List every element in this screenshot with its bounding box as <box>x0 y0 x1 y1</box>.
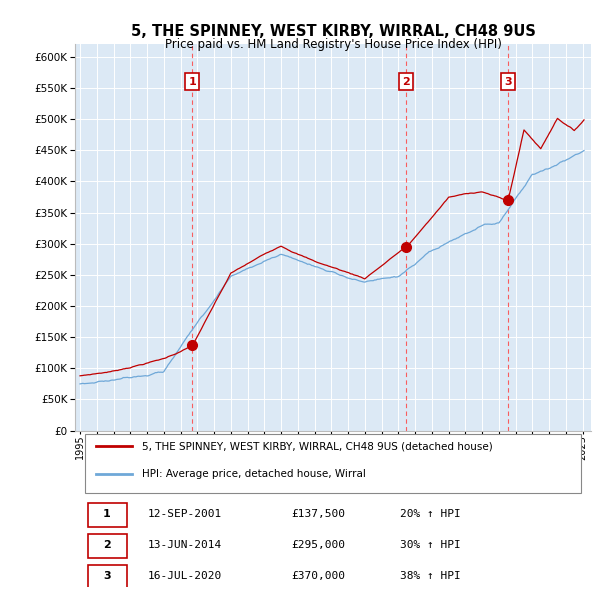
Text: 20% ↑ HPI: 20% ↑ HPI <box>400 509 461 519</box>
Text: 30% ↑ HPI: 30% ↑ HPI <box>400 540 461 550</box>
Text: 1: 1 <box>188 77 196 87</box>
FancyBboxPatch shape <box>88 565 127 589</box>
Text: 38% ↑ HPI: 38% ↑ HPI <box>400 571 461 581</box>
Text: HPI: Average price, detached house, Wirral: HPI: Average price, detached house, Wirr… <box>142 470 366 480</box>
FancyBboxPatch shape <box>88 534 127 558</box>
Text: 1: 1 <box>103 509 111 519</box>
Text: 16-JUL-2020: 16-JUL-2020 <box>147 571 221 581</box>
Text: 3: 3 <box>103 571 111 581</box>
Text: £295,000: £295,000 <box>292 540 346 550</box>
Text: 5, THE SPINNEY, WEST KIRBY, WIRRAL, CH48 9US (detached house): 5, THE SPINNEY, WEST KIRBY, WIRRAL, CH48… <box>142 441 493 451</box>
Text: £370,000: £370,000 <box>292 571 346 581</box>
Text: 13-JUN-2014: 13-JUN-2014 <box>147 540 221 550</box>
FancyBboxPatch shape <box>88 503 127 527</box>
Text: Price paid vs. HM Land Registry's House Price Index (HPI): Price paid vs. HM Land Registry's House … <box>164 38 502 51</box>
Text: 3: 3 <box>504 77 512 87</box>
Text: 2: 2 <box>103 540 111 550</box>
Text: 5, THE SPINNEY, WEST KIRBY, WIRRAL, CH48 9US: 5, THE SPINNEY, WEST KIRBY, WIRRAL, CH48… <box>131 24 535 38</box>
Text: 12-SEP-2001: 12-SEP-2001 <box>147 509 221 519</box>
Text: £137,500: £137,500 <box>292 509 346 519</box>
Bar <box>85 434 581 493</box>
Text: 2: 2 <box>402 77 410 87</box>
